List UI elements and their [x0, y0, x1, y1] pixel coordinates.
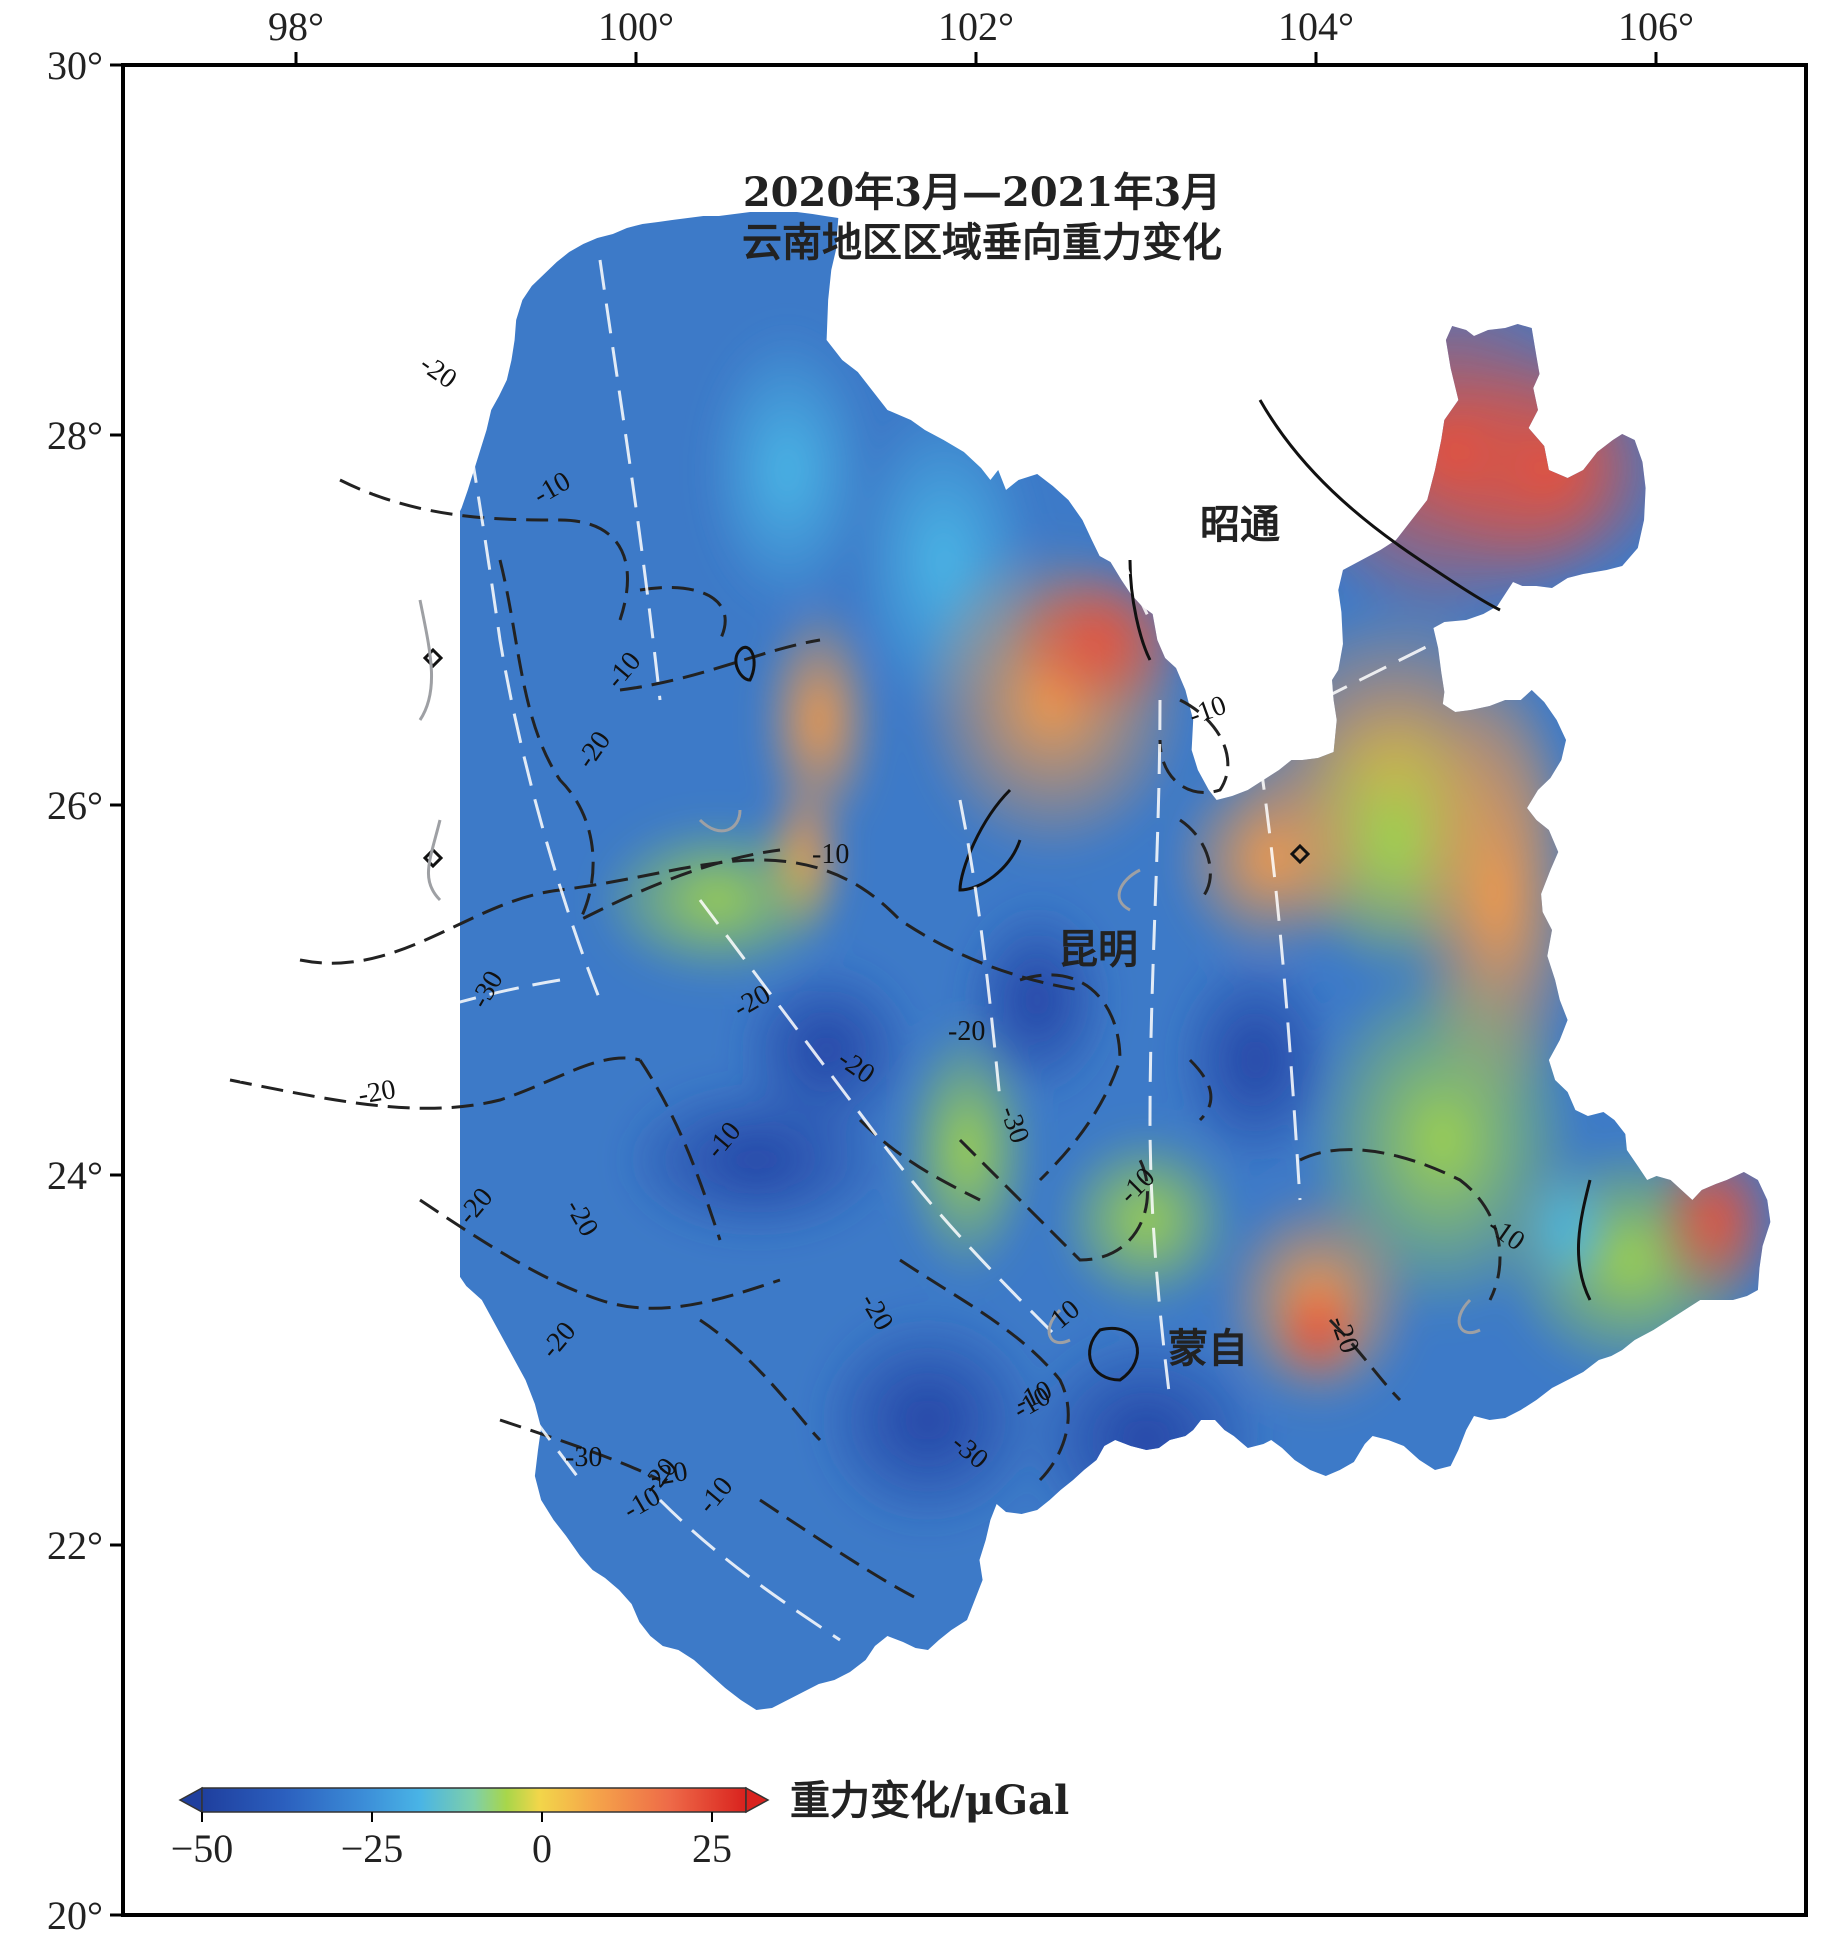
solid-contours: [422, 399, 1592, 1382]
province-field: [460, 212, 1771, 1710]
y-tick-label: 22°: [47, 1523, 103, 1568]
map-title-line1: 2020年3月—2021年3月: [743, 169, 1221, 216]
x-axis-top: 98° 100° 102° 104° 106°: [268, 4, 1694, 65]
city-label-zhaotong: 昭通: [1200, 501, 1280, 548]
city-label-kunming: 昆明: [1058, 926, 1138, 973]
contour-label: -20: [648, 1456, 690, 1493]
y-tick-label: 26°: [47, 783, 103, 828]
colorbar-tick-label: 0: [532, 1826, 552, 1871]
contour-lines: [229, 478, 1502, 1602]
city-label-mengzi: 蒙自: [1168, 1325, 1248, 1372]
y-tick-label: 24°: [47, 1153, 103, 1198]
y-axis-left: 30° 28° 26° 24° 22° 20°: [47, 43, 123, 1938]
colorbar-unit-label: 重力变化/μGal: [790, 1777, 1069, 1824]
colorbar-gradient: [201, 1787, 747, 1813]
contour-label: -10: [812, 839, 849, 870]
x-tick-label: 106°: [1618, 4, 1694, 49]
y-tick-label: 28°: [47, 413, 103, 458]
y-tick-label: 20°: [47, 1893, 103, 1938]
map-title-line2: 云南地区区域垂向重力变化: [742, 219, 1222, 266]
zero-contours: [418, 599, 1481, 1345]
x-tick-label: 102°: [938, 4, 1014, 49]
colorbar-tick-label: 25: [692, 1826, 732, 1871]
contour-label: -20: [356, 1074, 398, 1111]
colorbar-left-arrow: [178, 1786, 203, 1814]
x-tick-label: 98°: [268, 4, 324, 49]
colorbar-tick-label: −25: [341, 1826, 404, 1871]
x-tick-label: 104°: [1278, 4, 1354, 49]
contour-label: -20: [948, 1016, 985, 1047]
contour-label: -30: [565, 1442, 602, 1473]
fault-lines: [239, 259, 1441, 1642]
y-tick-label: 30°: [47, 43, 103, 88]
colorbar-tick-label: −50: [171, 1826, 234, 1871]
colorbar: −50 −25 0 25 重力变化/μGal: [171, 1777, 1069, 1871]
x-tick-label: 100°: [598, 4, 674, 49]
contour-label: -20: [414, 348, 462, 395]
map-frame: [121, 63, 1808, 1917]
colorbar-right-arrow: [745, 1786, 770, 1814]
